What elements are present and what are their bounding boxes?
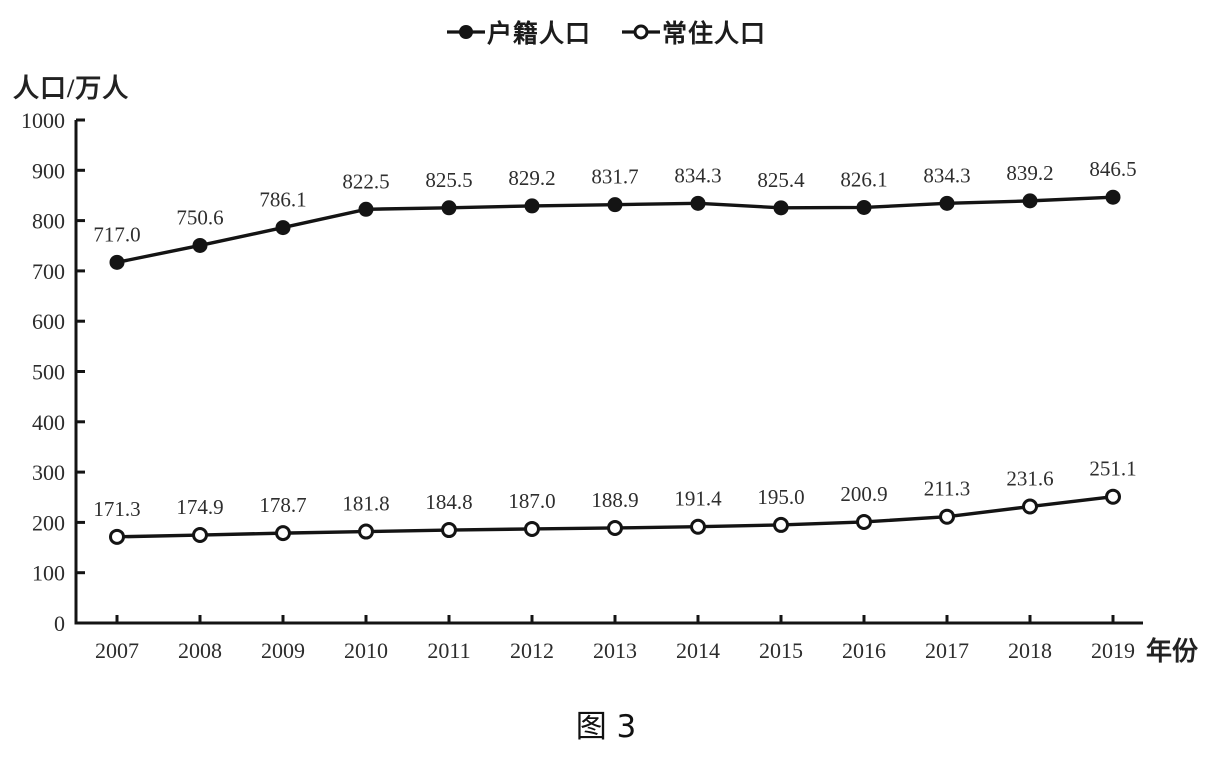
figure-caption: 图 3 (575, 709, 637, 745)
data-point-label: 184.8 (425, 490, 472, 514)
data-point-filled (1105, 189, 1121, 205)
y-axis-tick-label: 0 (54, 611, 65, 636)
data-point-filled (690, 195, 706, 211)
legend-item-resident-population: 常住人口 (621, 14, 766, 50)
data-point-label: 750.6 (176, 205, 223, 229)
y-axis-tick-label: 800 (32, 209, 65, 234)
data-point-filled (524, 198, 540, 214)
data-point-filled (192, 237, 208, 253)
x-axis-tick-label: 2008 (178, 638, 222, 663)
x-axis-tick-label: 2012 (510, 638, 554, 663)
x-axis-tick-label: 2010 (344, 638, 388, 663)
legend-label-registered: 户籍人口 (486, 21, 591, 48)
data-point-filled (441, 200, 457, 216)
data-point-label: 839.2 (1006, 161, 1053, 185)
data-point-label: 834.3 (674, 163, 721, 187)
data-point-label: 174.9 (176, 495, 223, 519)
x-axis-tick-label: 2009 (261, 638, 305, 663)
x-axis-tick-label: 2013 (593, 638, 637, 663)
y-axis-title: 人口/万人 (13, 74, 130, 103)
y-axis-tick-label: 1000 (21, 108, 65, 133)
data-point-label: 181.8 (342, 492, 389, 516)
data-point-open (1105, 488, 1121, 505)
data-point-label: 831.7 (591, 165, 638, 189)
data-point-label: 822.5 (342, 169, 389, 193)
data-point-label: 231.6 (1006, 467, 1053, 491)
data-point-filled (856, 199, 872, 215)
data-point-open (109, 528, 125, 545)
data-point-open (773, 516, 789, 533)
data-point-filled (607, 197, 623, 213)
y-axis-tick-label: 400 (32, 410, 65, 435)
data-point-label: 211.3 (924, 477, 970, 501)
x-axis-unit-label: 年份 (1146, 637, 1199, 666)
chart-plot-area: 0 100 200 300 400 500 600 700 800 900 1000 2007 2008… (21, 108, 1143, 663)
y-axis-tick-label: 500 (32, 360, 65, 385)
y-axis-tick-label: 600 (32, 309, 65, 334)
x-axis-tick-label: 2016 (842, 638, 886, 663)
legend-label-resident: 常住人口 (662, 21, 767, 48)
data-point-label: 188.9 (591, 488, 638, 512)
data-point-open (358, 523, 374, 540)
data-point-label: 825.4 (757, 168, 805, 192)
data-point-label: 200.9 (840, 482, 887, 506)
data-point-label: 825.5 (425, 168, 472, 192)
open-circle-marker-icon (622, 24, 660, 40)
data-point-open (690, 518, 706, 535)
x-axis-tick-label: 2014 (676, 638, 720, 663)
legend-item-registered-population: 户籍人口 (446, 14, 591, 50)
data-point-label: 826.1 (840, 167, 887, 191)
data-point-filled (358, 201, 374, 217)
data-point-label: 251.1 (1089, 457, 1136, 481)
filled-circle-marker-icon (446, 25, 485, 39)
data-point-label: 178.7 (259, 493, 306, 517)
data-point-label: 834.3 (923, 163, 970, 187)
data-point-open (441, 522, 457, 539)
y-axis-tick-label: 100 (32, 561, 65, 586)
data-point-open (275, 525, 291, 542)
data-point-open (856, 513, 872, 530)
data-point-open (939, 508, 955, 525)
x-axis-tick-label: 2011 (427, 638, 470, 663)
data-point-filled (1022, 193, 1038, 209)
x-axis-tick-label: 2018 (1008, 638, 1052, 663)
data-point-label: 191.4 (674, 487, 722, 511)
data-point-filled (939, 195, 955, 211)
y-axis-tick-label: 900 (32, 158, 65, 183)
data-point-open (192, 527, 208, 544)
x-axis-tick-label: 2007 (95, 638, 139, 663)
data-point-label: 171.3 (93, 497, 140, 521)
data-point-filled (275, 220, 291, 236)
data-point-open (607, 519, 623, 536)
data-point-label: 187.0 (508, 489, 555, 513)
data-point-open (524, 520, 540, 537)
data-point-label: 717.0 (93, 222, 140, 246)
data-point-label: 786.1 (259, 188, 306, 212)
data-point-label: 846.5 (1089, 157, 1136, 181)
data-point-filled (773, 200, 789, 216)
data-point-open (1022, 498, 1038, 515)
y-axis-tick-label: 200 (32, 510, 65, 535)
x-axis-tick-label: 2019 (1091, 638, 1135, 663)
x-axis-tick-label: 2017 (925, 638, 969, 663)
data-point-filled (109, 254, 125, 270)
y-axis-tick-label: 300 (32, 460, 65, 485)
x-axis-tick-label: 2015 (759, 638, 803, 663)
data-point-label: 195.0 (757, 485, 804, 509)
legend: 户籍人口 常住人口 (0, 14, 1212, 50)
y-axis-tick-label: 700 (32, 259, 65, 284)
data-point-label: 829.2 (508, 166, 555, 190)
